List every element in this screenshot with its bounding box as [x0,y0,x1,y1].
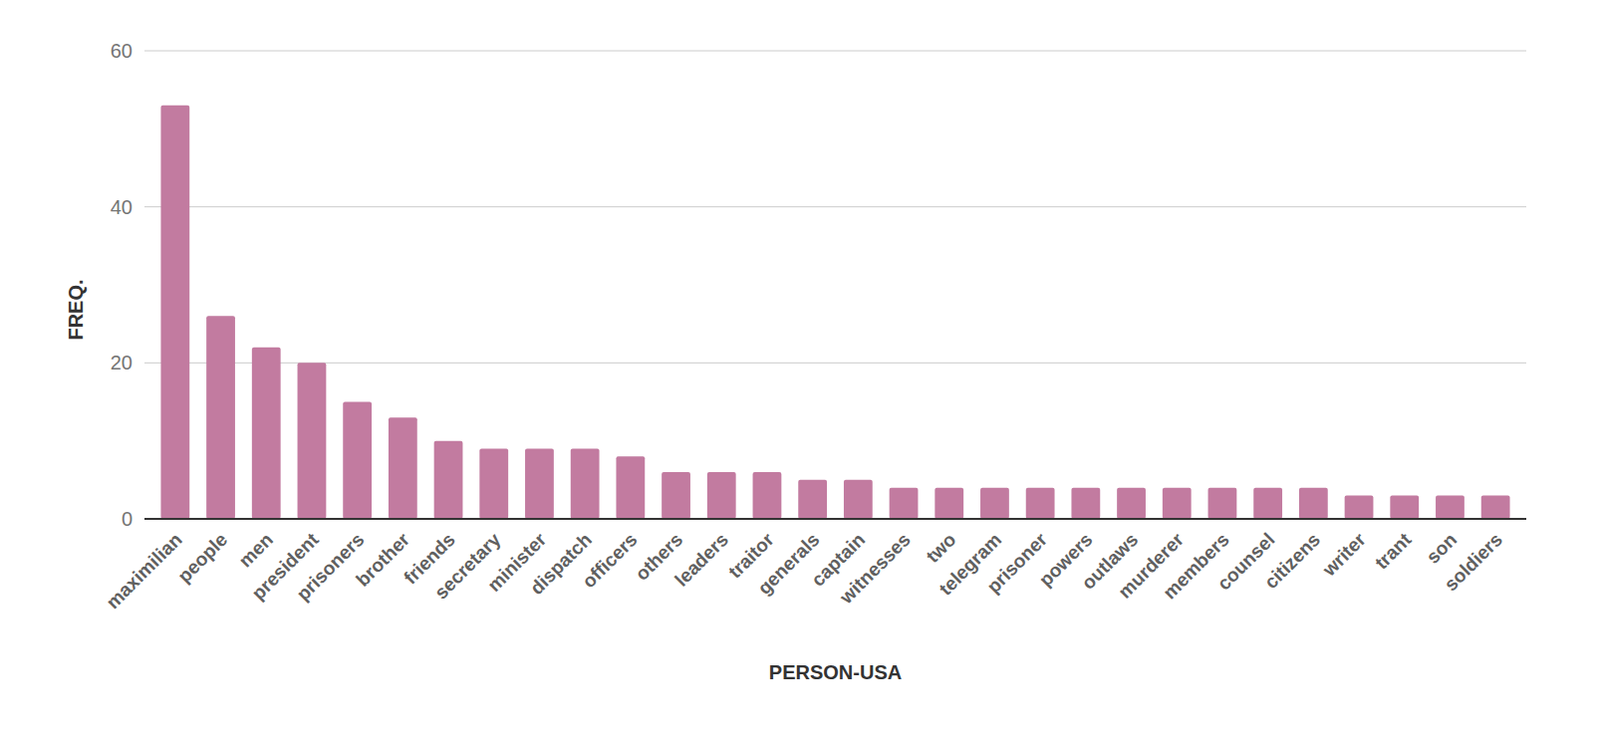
bar [434,441,464,520]
bar [1299,488,1329,520]
grid-line [144,362,1527,364]
grid-line [144,50,1527,52]
bar [525,449,554,521]
x-tick-label: two [922,529,961,567]
x-tick-label: son [1422,529,1462,568]
x-tick-label: prisoners [291,529,368,605]
x-tick-label: brother [351,529,414,591]
bar [661,472,691,520]
x-tick-label: writer [1318,529,1371,582]
bar [1435,496,1465,521]
bar [1026,488,1056,520]
bar [798,480,827,520]
chart-container: 0204060maximilianpeoplemenpresidentpriso… [0,0,1600,739]
bar [1162,488,1192,520]
y-tick-label: 40 [110,196,133,219]
bar [388,417,418,520]
grid-line [144,519,1527,521]
bar [889,488,919,520]
bar [479,449,509,521]
bar [1208,488,1238,520]
x-tick-label: citizens [1260,529,1325,593]
grid-line [144,206,1527,208]
bar [1253,488,1283,520]
bar [297,362,327,520]
bar [570,449,600,521]
x-tick-label: people [173,529,232,587]
x-tick-label: witnesses [834,529,915,609]
x-tick-label: prisoner [982,529,1052,598]
bar [934,488,964,520]
x-tick-label: members [1158,529,1234,604]
x-tick-label: officers [577,529,641,592]
y-tick-label: 20 [110,351,133,374]
bars [160,105,1510,520]
bar [753,472,783,520]
x-tick-label: soldiers [1440,529,1507,595]
chart-svg: 0204060maximilianpeoplemenpresidentpriso… [0,0,1600,739]
bar [615,456,645,520]
x-tick-label: trant [1370,529,1416,574]
x-tick-label: generals [753,529,823,599]
bar [1389,496,1419,521]
bar [160,105,190,520]
x-tick-label: leaders [670,529,733,591]
grid [144,50,1527,520]
bar [252,347,281,520]
bar [980,488,1010,520]
y-tick-label: 60 [110,39,133,62]
bar [342,402,372,521]
bar [1070,488,1100,520]
x-axis-line [144,518,1527,521]
bar [1116,488,1146,520]
y-axis-title: FREQ. [64,278,87,340]
y-tick-label: 0 [121,508,133,531]
bar [843,480,873,520]
bar [206,315,236,520]
bar [1481,496,1511,521]
x-axis-title: PERSON-USA [769,661,902,684]
bar [707,472,737,520]
bar [1344,496,1374,521]
x-tick-label: dispatch [526,529,596,599]
